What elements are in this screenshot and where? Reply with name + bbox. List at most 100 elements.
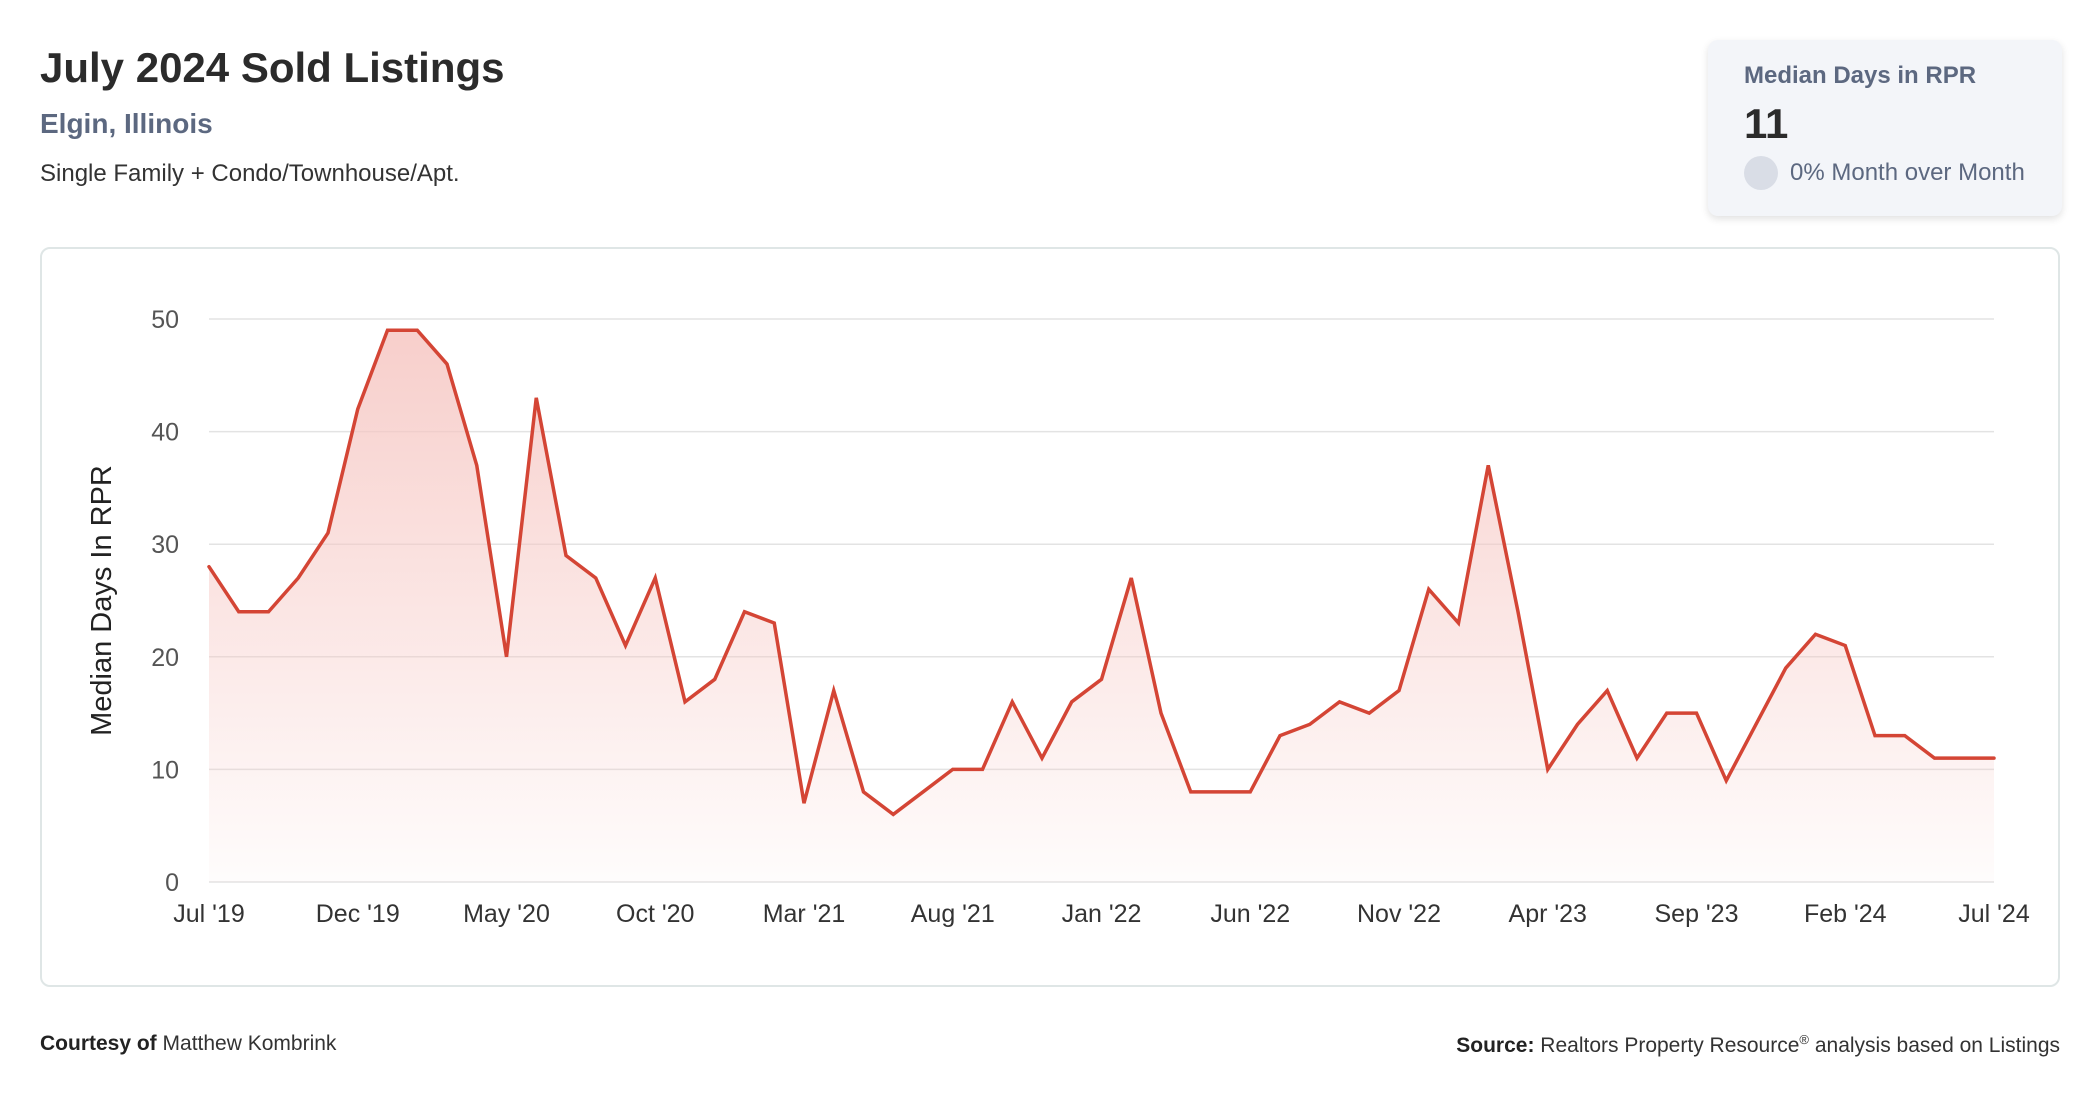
courtesy-footer: Courtesy of Matthew Kombrink (40, 1032, 336, 1056)
data-point (713, 677, 717, 681)
data-point (1695, 711, 1699, 715)
x-tick-label: Feb '24 (1804, 900, 1887, 928)
y-tick-label: 10 (151, 756, 179, 784)
data-point (772, 621, 776, 625)
data-point (356, 407, 360, 411)
data-point (1397, 689, 1401, 693)
data-point (1635, 756, 1639, 760)
data-point (1010, 700, 1014, 704)
data-point (1100, 677, 1104, 681)
data-point (326, 531, 330, 535)
data-point (1159, 711, 1163, 715)
data-point (1367, 711, 1371, 715)
data-point (1784, 666, 1788, 670)
data-point (1873, 734, 1877, 738)
kpi-change-row: 0% Month over Month (1744, 156, 2062, 190)
registered-mark: ® (1799, 1032, 1809, 1047)
data-point (1516, 610, 1520, 614)
x-tick-label: May '20 (463, 900, 550, 928)
data-point (921, 790, 925, 794)
kpi-label: Median Days in RPR (1744, 62, 1977, 89)
x-tick-label: Nov '22 (1357, 900, 1441, 928)
y-tick-label: 40 (151, 419, 179, 447)
x-tick-label: Jan '22 (1062, 900, 1142, 928)
x-tick-label: Aug '21 (911, 900, 995, 928)
courtesy-name: Matthew Kombrink (162, 1032, 337, 1055)
data-point (1338, 700, 1342, 704)
data-point (1843, 644, 1847, 648)
data-point (207, 565, 211, 569)
data-point (505, 655, 509, 659)
x-tick-label: Jul '24 (1958, 900, 2030, 928)
data-point (743, 610, 747, 614)
data-point (237, 610, 241, 614)
data-point (862, 790, 866, 794)
data-point (1903, 734, 1907, 738)
y-tick-label: 20 (151, 644, 179, 672)
data-point (1576, 722, 1580, 726)
x-tick-label: Sep '23 (1654, 900, 1738, 928)
data-point (832, 689, 836, 693)
property-types-label: Single Family + Condo/Townhouse/Apt. (40, 160, 460, 187)
y-tick-label: 30 (151, 531, 179, 559)
kpi-value: 11 (1744, 100, 1789, 147)
data-point (1278, 734, 1282, 738)
data-point (1457, 621, 1461, 625)
chart-card: 0 10 20 30 40 50 Median Days In RPR Jul '19 Dec … (40, 247, 2060, 987)
x-tick-label: Jul '19 (173, 900, 244, 928)
data-point (1754, 722, 1758, 726)
data-point (1724, 779, 1728, 783)
data-point (1248, 790, 1252, 794)
data-point (594, 576, 598, 580)
x-tick-label: Oct '20 (616, 900, 694, 928)
data-point (386, 328, 390, 332)
data-point (1992, 756, 1996, 760)
source-label: Source: (1456, 1034, 1535, 1057)
data-point (1308, 722, 1312, 726)
source-footer: Source: Realtors Property Resource® anal… (1456, 1032, 2060, 1058)
data-point (802, 801, 806, 805)
data-point (951, 767, 955, 771)
data-point (415, 328, 419, 332)
data-point (1070, 700, 1074, 704)
data-point (1219, 790, 1223, 794)
data-point (475, 463, 479, 467)
data-point (624, 644, 628, 648)
x-tick-label: Apr '23 (1509, 900, 1587, 928)
data-point (296, 576, 300, 580)
y-tick-label: 50 (151, 306, 179, 334)
kpi-card: Median Days in RPR 11 0% Month over Mont… (1708, 40, 2062, 216)
data-point (1040, 756, 1044, 760)
data-point (1486, 463, 1490, 467)
data-point (1427, 587, 1431, 591)
data-point (1933, 756, 1937, 760)
page-title: July 2024 Sold Listings (40, 44, 505, 91)
data-point (683, 700, 687, 704)
x-tick-label: Jun '22 (1210, 900, 1290, 928)
neutral-change-dot-icon (1744, 156, 1778, 190)
data-point (267, 610, 271, 614)
line-chart: 0 10 20 30 40 50 Median Days In RPR Jul '19 Dec … (86, 306, 2030, 928)
data-point (891, 812, 895, 816)
data-point (1546, 767, 1550, 771)
data-point (445, 362, 449, 366)
x-tick-label: Dec '19 (316, 900, 400, 928)
source-org: Realtors Property Resource (1540, 1034, 1800, 1057)
data-point (534, 396, 538, 400)
kpi-change-text: 0% Month over Month (1790, 159, 2025, 186)
data-point (564, 553, 568, 557)
data-point (981, 767, 985, 771)
data-point (1665, 711, 1669, 715)
y-tick-label: 0 (165, 869, 179, 897)
x-tick-label: Mar '21 (763, 900, 846, 928)
data-point (1189, 790, 1193, 794)
location-subtitle: Elgin, Illinois (40, 108, 213, 139)
y-axis-title: Median Days In RPR (86, 465, 118, 736)
data-point (1605, 689, 1609, 693)
source-rest: analysis based on Listings (1814, 1034, 2060, 1057)
courtesy-label: Courtesy of (40, 1032, 157, 1055)
data-point (1129, 576, 1133, 580)
data-point (653, 576, 657, 580)
data-point (1962, 756, 1966, 760)
data-point (1814, 632, 1818, 636)
